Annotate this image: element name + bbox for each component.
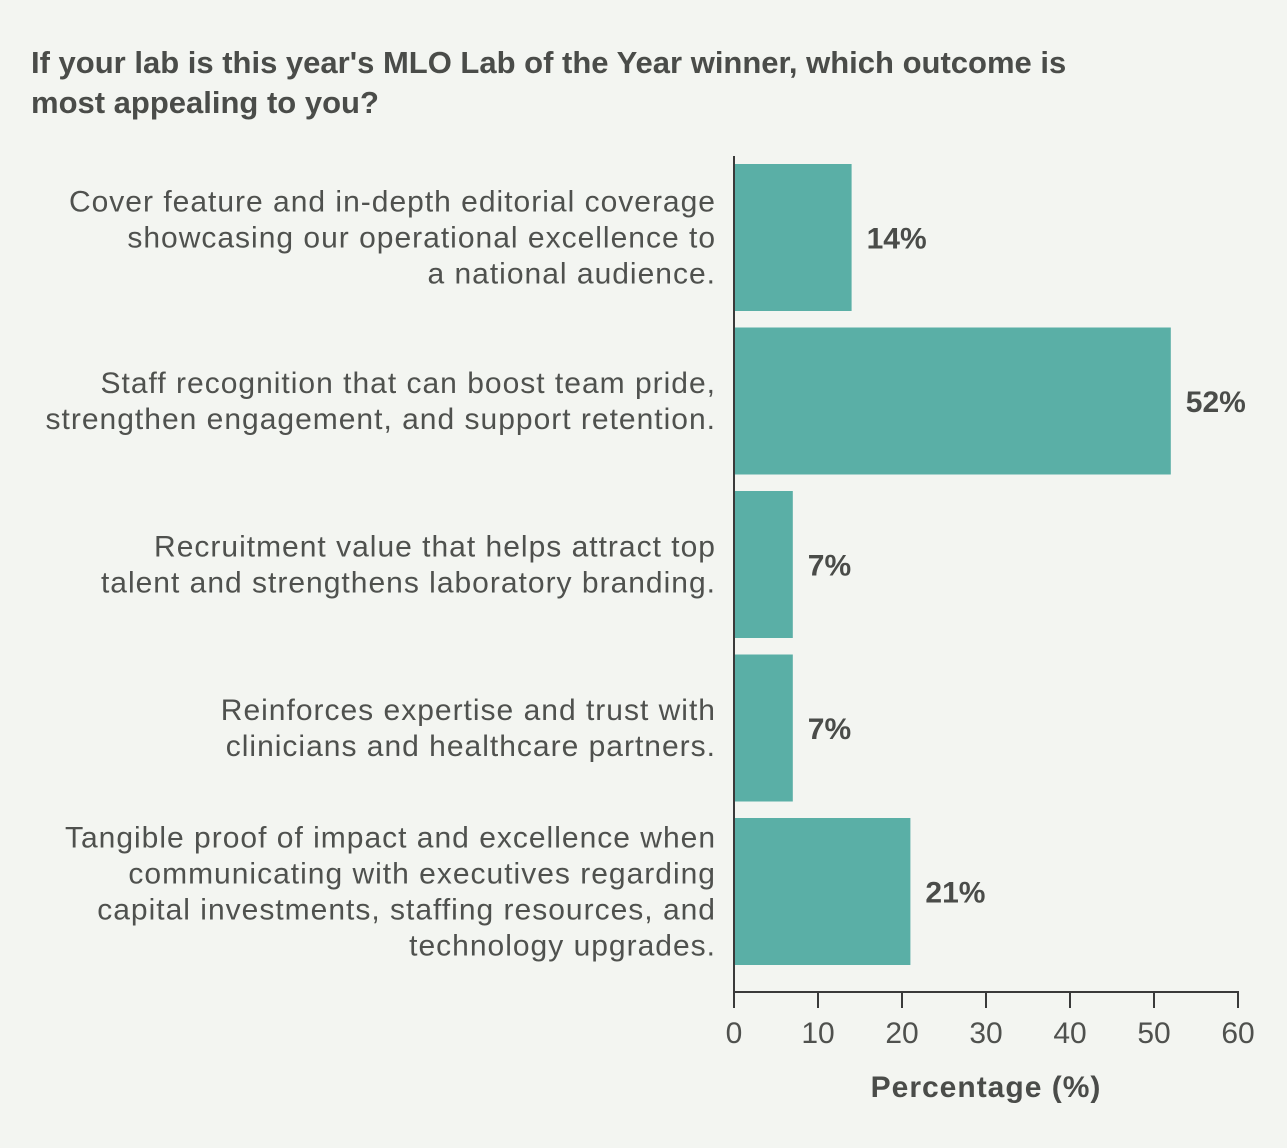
category-label: Cover feature and in-depth editorial cov… — [69, 186, 716, 219]
category-label: showcasing our operational excellence to — [127, 222, 716, 255]
chart-title-line: most appealing to you? — [31, 85, 379, 120]
category-label: Reinforces expertise and trust with — [221, 694, 716, 727]
x-tick-label: 10 — [801, 1017, 834, 1050]
value-labels: 14% 52% 7% 7% 21% — [808, 223, 1246, 910]
category-label: technology upgrades. — [409, 930, 716, 963]
category-label: capital investments, staffing resources,… — [97, 894, 716, 927]
bar — [734, 818, 911, 965]
chart-title-line: If your lab is this year's MLO Lab of th… — [31, 45, 1066, 80]
x-tick-label: 60 — [1221, 1017, 1254, 1050]
bar-value-label: 21% — [925, 877, 985, 910]
category-label: talent and strengthens laboratory brandi… — [101, 567, 716, 600]
bar-value-label: 7% — [808, 713, 851, 746]
x-tick-label: 50 — [1137, 1017, 1170, 1050]
x-axis-title: Percentage (%) — [871, 1071, 1102, 1104]
bar-value-label: 52% — [1186, 386, 1246, 419]
bars — [734, 164, 1171, 965]
category-label: Staff recognition that can boost team pr… — [101, 367, 716, 400]
category-label: clinicians and healthcare partners. — [226, 730, 716, 763]
category-label: strengthen engagement, and support reten… — [46, 403, 716, 436]
category-label: Recruitment value that helps attract top — [154, 531, 716, 564]
bar-value-label: 7% — [808, 550, 851, 583]
axes: 0 10 20 30 40 50 60 — [726, 156, 1255, 1050]
category-label: communicating with executives regarding — [128, 858, 716, 891]
bar — [734, 164, 852, 311]
category-labels: Cover feature and in-depth editorial cov… — [46, 186, 716, 963]
category-label: a national audience. — [427, 258, 716, 291]
bar-value-label: 14% — [867, 223, 927, 256]
x-tick-label: 20 — [885, 1017, 918, 1050]
bar — [734, 654, 793, 802]
chart-title: If your lab is this year's MLO Lab of th… — [31, 45, 1066, 120]
bar — [734, 491, 793, 638]
x-tick-label: 0 — [726, 1017, 743, 1050]
x-tick-label: 40 — [1053, 1017, 1086, 1050]
category-label: Tangible proof of impact and excellence … — [65, 822, 716, 855]
bar — [734, 327, 1171, 475]
x-tick-label: 30 — [969, 1017, 1002, 1050]
